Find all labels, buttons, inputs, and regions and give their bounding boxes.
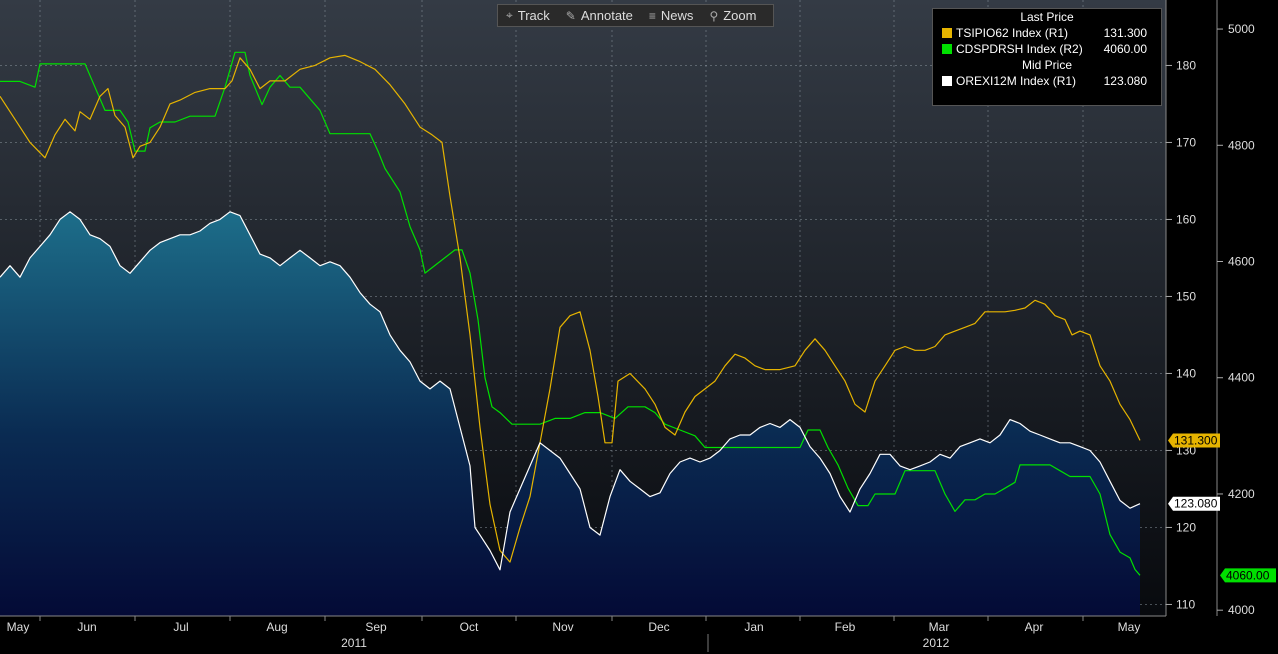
crosshair-icon: ⌖ bbox=[506, 8, 513, 22]
x-month-label: Nov bbox=[552, 620, 573, 634]
right-axis-panel bbox=[1166, 0, 1278, 616]
pencil-icon: ✎ bbox=[565, 8, 576, 23]
x-month-label: Oct bbox=[460, 620, 479, 634]
x-month-label: Apr bbox=[1025, 620, 1044, 634]
r1-tick-label: 140 bbox=[1176, 366, 1196, 380]
r2-tick-label: 4000 bbox=[1228, 603, 1255, 617]
series-line-cdspdrsh bbox=[0, 51, 1141, 576]
legend-swatch bbox=[942, 76, 952, 86]
price-tag-label: 4060.00 bbox=[1226, 568, 1270, 582]
x-month-label: May bbox=[7, 620, 30, 634]
news-icon: ≡ bbox=[648, 8, 656, 23]
chart-toolbar: ⌖ Track ✎ Annotate ≡ News ⚲ Zoom bbox=[497, 4, 774, 27]
r2-tick-label: 4800 bbox=[1228, 138, 1255, 152]
r1-tick-label: 110 bbox=[1176, 597, 1195, 611]
annotate-button[interactable]: ✎ Annotate bbox=[558, 5, 641, 26]
r2-tick-label: 4600 bbox=[1228, 255, 1255, 269]
bottom-axis-panel bbox=[0, 616, 1278, 654]
annotate-label: Annotate bbox=[580, 8, 633, 23]
legend-row-orexi12m[interactable]: OREXI12M Index (R1) 123.080 bbox=[933, 73, 1161, 89]
magnifier-icon: ⚲ bbox=[709, 8, 719, 23]
track-button[interactable]: ⌖ Track bbox=[498, 5, 558, 26]
legend-swatch bbox=[942, 44, 952, 54]
x-year-label: 2012 bbox=[923, 636, 950, 650]
price-tag-shape bbox=[1168, 496, 1220, 511]
legend-series-value: 4060.00 bbox=[1103, 42, 1147, 56]
price-tag-shape bbox=[1220, 568, 1276, 583]
x-month-label: Jun bbox=[77, 620, 96, 634]
r2-tick-label: 5000 bbox=[1228, 22, 1255, 36]
zoom-label: Zoom bbox=[723, 8, 757, 23]
series-area-orexi12m bbox=[0, 211, 1140, 617]
legend-row-cdspdrsh[interactable]: CDSPDRSH Index (R2) 4060.00 bbox=[933, 41, 1161, 57]
series-line-tsipio62 bbox=[0, 54, 1141, 563]
zoom-button[interactable]: ⚲ Zoom bbox=[701, 5, 764, 26]
x-month-label: Jan bbox=[744, 620, 763, 634]
r2-tick-label: 4200 bbox=[1228, 487, 1255, 501]
x-year-label: 2011 bbox=[341, 636, 367, 650]
r1-tick-label: 120 bbox=[1176, 520, 1196, 534]
legend-header-last-price: Last Price bbox=[1020, 10, 1074, 24]
price-tag-shape bbox=[1168, 433, 1220, 448]
x-month-label: Sep bbox=[365, 620, 387, 634]
legend: Last Price TSIPIO62 Index (R1) 131.300 C… bbox=[932, 8, 1162, 106]
r1-tick-label: 170 bbox=[1176, 135, 1196, 149]
legend-series-name: CDSPDRSH Index (R2) bbox=[956, 42, 1083, 56]
x-month-label: Dec bbox=[648, 620, 669, 634]
r2-tick-label: 4400 bbox=[1228, 371, 1255, 385]
news-button[interactable]: ≡ News bbox=[641, 5, 702, 26]
track-label: Track bbox=[517, 8, 550, 23]
r1-tick-label: 150 bbox=[1176, 289, 1196, 303]
x-month-label: May bbox=[1118, 620, 1141, 634]
x-month-label: Mar bbox=[929, 620, 950, 634]
legend-swatch bbox=[942, 28, 952, 38]
series-line-orexi12m bbox=[0, 211, 1141, 571]
legend-header-mid-price: Mid Price bbox=[1021, 58, 1072, 72]
price-tag-label: 131.300 bbox=[1174, 433, 1218, 447]
news-label: News bbox=[660, 8, 694, 23]
legend-series-value: 131.300 bbox=[1103, 26, 1147, 40]
legend-row-tsipio62[interactable]: TSIPIO62 Index (R1) 131.300 bbox=[933, 25, 1161, 41]
legend-series-name: OREXI12M Index (R1) bbox=[956, 74, 1077, 88]
price-tags: 131.300 123.080 4060.00 bbox=[1168, 433, 1276, 583]
legend-series-name: TSIPIO62 Index (R1) bbox=[956, 26, 1069, 40]
x-month-label: Jul bbox=[173, 620, 188, 634]
r1-tick-label: 160 bbox=[1176, 212, 1196, 226]
series-lines bbox=[0, 51, 1141, 576]
r1-tick-label: 180 bbox=[1176, 58, 1196, 72]
x-month-label: Aug bbox=[266, 620, 287, 634]
x-month-label: Feb bbox=[835, 620, 856, 634]
price-tag-label: 123.080 bbox=[1174, 497, 1218, 511]
legend-series-value: 123.080 bbox=[1103, 74, 1147, 88]
